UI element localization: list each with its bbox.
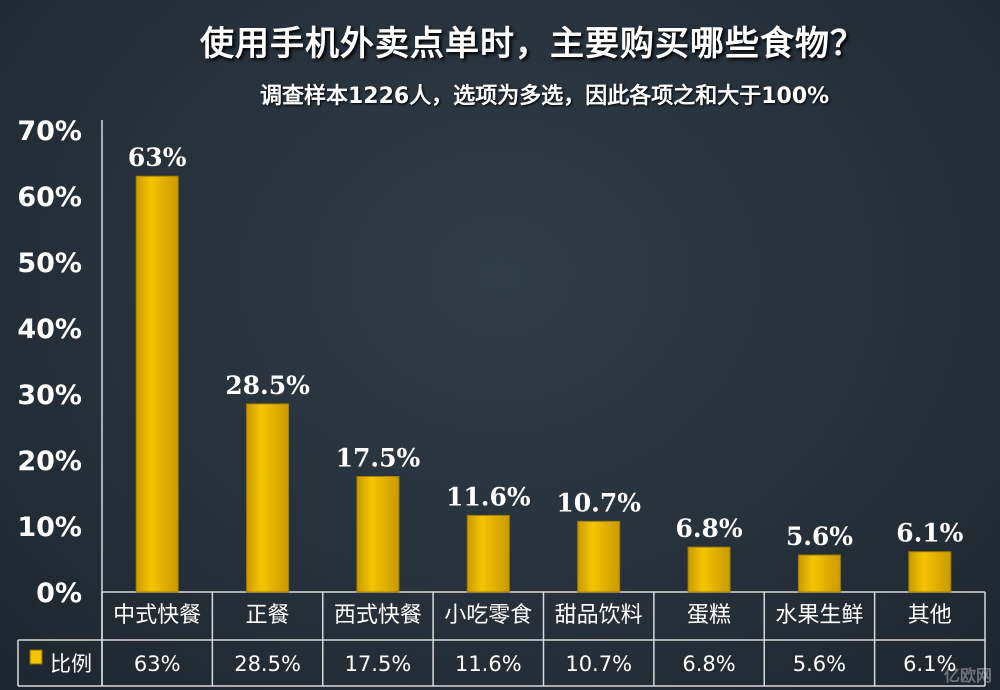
table-value-cell: 28.5%	[234, 652, 301, 676]
bar	[908, 551, 952, 593]
data-label: 5.6%	[786, 522, 853, 551]
y-tick-label: 10%	[17, 512, 82, 543]
y-tick-label: 40%	[17, 314, 82, 345]
table-value-cell: 11.6%	[455, 652, 522, 676]
bar	[797, 554, 841, 593]
category-label: 蛋糕	[687, 603, 731, 628]
y-tick-label: 60%	[17, 182, 82, 213]
bar	[135, 175, 179, 593]
y-tick-label: 70%	[17, 116, 82, 147]
data-label: 6.8%	[675, 514, 742, 543]
data-label: 17.5%	[336, 444, 421, 473]
y-tick-label: 0%	[36, 578, 82, 609]
category-label: 正餐	[246, 603, 290, 628]
y-tick-label: 20%	[17, 446, 82, 477]
chart-title: 使用手机外卖点单时，主要购买哪些食物？	[200, 24, 865, 64]
category-label: 小吃零食	[444, 603, 532, 628]
bar	[687, 546, 731, 593]
category-label: 中式快餐	[113, 603, 201, 628]
data-label: 11.6%	[446, 482, 531, 511]
bar	[356, 476, 400, 593]
bar	[466, 514, 510, 593]
data-label: 28.5%	[225, 371, 310, 400]
table-value-cell: 5.6%	[793, 652, 846, 676]
y-tick-label: 50%	[17, 248, 82, 279]
watermark: 亿欧网	[943, 666, 992, 685]
legend-swatch	[29, 649, 43, 665]
table-value-cell: 10.7%	[565, 652, 632, 676]
category-label: 其他	[908, 603, 952, 628]
data-label: 10.7%	[556, 488, 641, 517]
table-value-cell: 63%	[134, 652, 181, 676]
data-label: 63%	[128, 143, 187, 172]
bar	[246, 403, 290, 593]
table-value-cell: 17.5%	[345, 652, 412, 676]
table-value-cell: 6.1%	[903, 652, 956, 676]
category-label: 西式快餐	[334, 603, 422, 628]
category-label: 甜品饮料	[555, 603, 643, 628]
category-label: 水果生鲜	[775, 603, 863, 628]
bar	[577, 520, 621, 593]
legend-label: 比例	[50, 652, 92, 676]
chart-subtitle: 调查样本1226人，选项为多选，因此各项之和大于100%	[260, 84, 830, 109]
data-label: 6.1%	[896, 519, 963, 548]
table-value-cell: 6.8%	[682, 652, 735, 676]
y-tick-label: 30%	[17, 380, 82, 411]
